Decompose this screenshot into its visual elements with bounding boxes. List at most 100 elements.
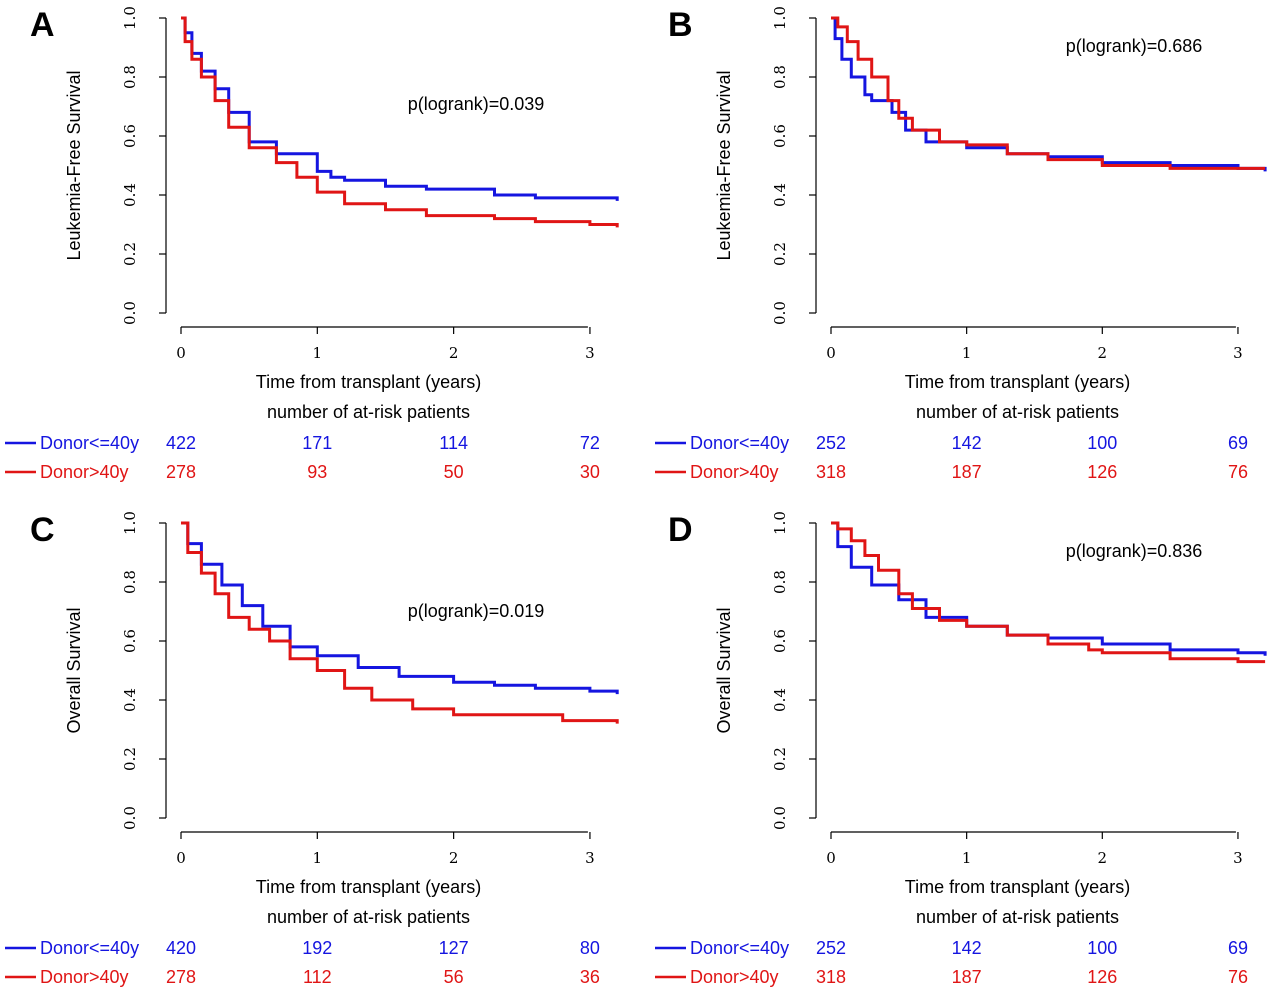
y-tick-label: 1.0 <box>121 511 139 535</box>
y-tick-label: 0.6 <box>121 124 139 148</box>
survival-curve-donor-gt-40y <box>181 16 619 228</box>
survival-curve-donor-gt-40y <box>831 16 1266 170</box>
x-tick-label: 1 <box>962 849 972 867</box>
risk-count: 100 <box>1087 938 1117 958</box>
y-tick-label: 0.0 <box>121 301 139 325</box>
y-axis-label: Overall Survival <box>714 607 734 733</box>
y-tick-label: 0.2 <box>771 747 789 771</box>
x-tick-label: 0 <box>176 344 186 362</box>
risk-row-label: Donor>40y <box>690 462 779 482</box>
logrank-annotation: p(logrank)=0.039 <box>408 94 545 114</box>
y-tick-label: 0.2 <box>121 242 139 266</box>
panel-c: C 0.0 0.2 0.4 0.6 0.8 1.0 0 1 2 3 Overall Survival T… <box>5 511 619 987</box>
risk-count: 69 <box>1228 433 1248 453</box>
risk-count: 93 <box>307 462 327 482</box>
y-tick-label: 0.8 <box>121 570 139 594</box>
y-tick-label: 0.8 <box>121 65 139 89</box>
panel-letter: D <box>668 511 693 549</box>
y-tick-label: 0.4 <box>771 688 789 712</box>
panel-d: D 0.0 0.2 0.4 0.6 0.8 1.0 0 1 2 3 Overall Survival T… <box>655 511 1267 987</box>
y-tick-label: 0.4 <box>121 688 139 712</box>
y-tick-label: 0.0 <box>771 301 789 325</box>
y-axis-label: Leukemia-Free Survival <box>64 70 84 260</box>
risk-count: 126 <box>1087 462 1117 482</box>
risk-count: 30 <box>580 462 600 482</box>
x-tick-label: 1 <box>962 344 972 362</box>
x-tick-label: 3 <box>585 344 595 362</box>
risk-count: 318 <box>816 967 846 987</box>
x-tick-label: 2 <box>1098 344 1108 362</box>
risk-count: 114 <box>439 433 468 453</box>
y-tick-label: 0.0 <box>771 806 789 830</box>
risk-count: 100 <box>1087 433 1117 453</box>
risk-count: 72 <box>580 433 600 453</box>
y-tick-label: 0.6 <box>771 124 789 148</box>
risk-count: 50 <box>444 462 464 482</box>
panel-b: B 0.0 0.2 0.4 0.6 0.8 1.0 0 1 2 3 Leukemia-Free Sur… <box>655 6 1267 482</box>
risk-count: 187 <box>952 967 982 987</box>
x-tick-label: 3 <box>1233 344 1243 362</box>
y-tick-label: 0.4 <box>771 183 789 207</box>
risk-count: 76 <box>1228 967 1248 987</box>
risk-row-label: Donor<=40y <box>690 938 789 958</box>
x-tick-label: 1 <box>313 344 323 362</box>
risk-row-label: Donor<=40y <box>40 938 139 958</box>
y-tick-label: 0.0 <box>121 806 139 830</box>
risk-row-label: Donor<=40y <box>690 433 789 453</box>
y-axis-label: Leukemia-Free Survival <box>714 70 734 260</box>
risk-row-label: Donor>40y <box>40 967 129 987</box>
panel-letter: C <box>30 511 55 549</box>
risk-count: 142 <box>952 433 982 453</box>
x-tick-label: 2 <box>449 849 459 867</box>
risk-count: 422 <box>166 433 196 453</box>
risk-count: 80 <box>580 938 600 958</box>
risk-count: 126 <box>1087 967 1117 987</box>
x-tick-label: 0 <box>826 344 836 362</box>
logrank-annotation: p(logrank)=0.836 <box>1066 541 1203 561</box>
y-tick-label: 1.0 <box>771 6 789 30</box>
risk-table-title: number of at-risk patients <box>916 907 1119 927</box>
survival-curve-donor-le-40y <box>181 16 619 201</box>
risk-row-label: Donor>40y <box>40 462 129 482</box>
y-axis-label: Overall Survival <box>64 607 84 733</box>
x-axis-label: Time from transplant (years) <box>256 877 481 897</box>
y-tick-label: 1.0 <box>771 511 789 535</box>
risk-count: 318 <box>816 462 846 482</box>
x-axis-label: Time from transplant (years) <box>905 877 1130 897</box>
x-axis-label: Time from transplant (years) <box>256 372 481 392</box>
x-tick-label: 1 <box>313 849 323 867</box>
y-tick-label: 0.2 <box>771 242 789 266</box>
risk-count: 278 <box>166 967 196 987</box>
x-tick-label: 2 <box>449 344 459 362</box>
y-tick-label: 0.4 <box>121 183 139 207</box>
risk-count: 187 <box>952 462 982 482</box>
risk-count: 76 <box>1228 462 1248 482</box>
risk-count: 69 <box>1228 938 1248 958</box>
x-axis-label: Time from transplant (years) <box>905 372 1130 392</box>
y-tick-label: 0.6 <box>121 629 139 653</box>
risk-table-title: number of at-risk patients <box>267 907 470 927</box>
risk-count: 420 <box>166 938 196 958</box>
risk-count: 171 <box>302 433 332 453</box>
x-tick-label: 3 <box>585 849 595 867</box>
survival-curve-donor-gt-40y <box>181 521 619 724</box>
risk-count: 142 <box>952 938 982 958</box>
panel-letter: A <box>30 6 55 44</box>
risk-count: 252 <box>816 433 846 453</box>
risk-count: 278 <box>166 462 196 482</box>
risk-count: 36 <box>580 967 600 987</box>
y-tick-label: 0.2 <box>121 747 139 771</box>
logrank-annotation: p(logrank)=0.019 <box>408 601 545 621</box>
risk-row-label: Donor<=40y <box>40 433 139 453</box>
panel-letter: B <box>668 6 693 44</box>
risk-row-label: Donor>40y <box>690 967 779 987</box>
y-tick-label: 0.8 <box>771 65 789 89</box>
x-tick-label: 3 <box>1233 849 1243 867</box>
y-tick-label: 0.6 <box>771 629 789 653</box>
risk-count: 252 <box>816 938 846 958</box>
panel-a: A 0.0 0.2 0.4 0.6 0.8 1.0 0 1 2 3 Leukemia-Free Sur… <box>5 6 619 482</box>
risk-count: 192 <box>302 938 332 958</box>
survival-curve-donor-le-40y <box>181 521 619 695</box>
risk-table-title: number of at-risk patients <box>267 402 470 422</box>
